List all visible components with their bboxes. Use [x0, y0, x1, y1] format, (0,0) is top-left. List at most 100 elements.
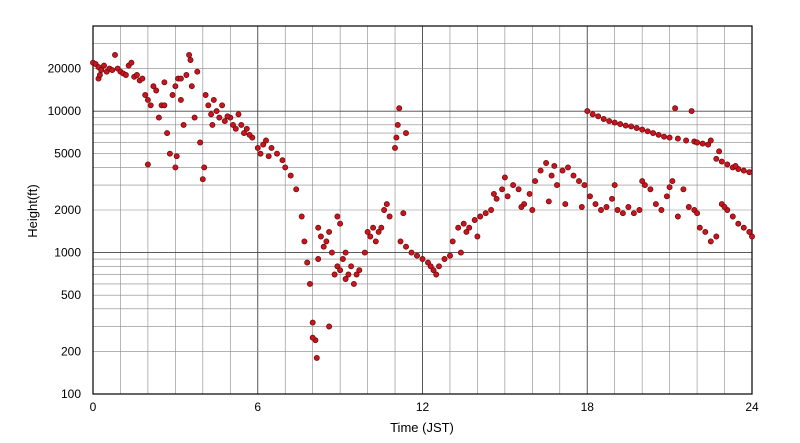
- data-point: [619, 210, 626, 217]
- data-point: [600, 116, 607, 122]
- data-point: [345, 271, 352, 278]
- data-point: [609, 195, 615, 202]
- data-point: [194, 68, 201, 75]
- data-point: [142, 92, 149, 98]
- data-point: [696, 224, 703, 231]
- x-axis-ticks: 0 6 12 18 24: [90, 400, 759, 414]
- data-point: [177, 96, 184, 103]
- data-point: [471, 217, 478, 223]
- plot-frame: [92, 25, 753, 395]
- data-point: [188, 83, 195, 90]
- data-point: [746, 169, 753, 176]
- data-point: [342, 276, 349, 282]
- data-point: [699, 140, 706, 147]
- data-point: [529, 207, 536, 213]
- y-tick-label: 500: [61, 288, 81, 302]
- data-point: [441, 256, 448, 262]
- data-point: [209, 121, 216, 128]
- data-point: [562, 201, 569, 208]
- data-point: [337, 220, 344, 227]
- data-point: [279, 157, 286, 164]
- data-point: [172, 164, 179, 171]
- data-point: [224, 113, 231, 120]
- data-point: [740, 224, 747, 231]
- data-point: [164, 130, 171, 137]
- data-point: [589, 111, 596, 118]
- data-point: [683, 137, 690, 144]
- data-point: [603, 204, 610, 210]
- data-point: [474, 233, 481, 240]
- data-point: [348, 263, 355, 270]
- data-point: [584, 108, 591, 115]
- data-point: [669, 178, 676, 185]
- x-tick-label: 0: [90, 400, 97, 414]
- data-point: [257, 150, 264, 157]
- data-point: [263, 137, 269, 144]
- data-point: [447, 252, 453, 259]
- data-point: [641, 182, 648, 189]
- data-point: [350, 280, 357, 287]
- data-point: [313, 354, 320, 361]
- data-point: [166, 150, 173, 157]
- data-point: [707, 238, 714, 245]
- data-point: [655, 131, 662, 138]
- data-point: [735, 220, 742, 227]
- data-point: [705, 141, 712, 148]
- data-point: [101, 62, 107, 69]
- data-point: [501, 174, 508, 181]
- data-point: [328, 249, 335, 256]
- data-point: [636, 207, 643, 213]
- data-point: [370, 224, 377, 231]
- data-point: [323, 238, 330, 245]
- data-point: [320, 243, 327, 250]
- data-point: [630, 210, 637, 217]
- data-point: [595, 113, 602, 120]
- data-point: [122, 72, 129, 78]
- data-point: [210, 96, 217, 103]
- data-point: [133, 72, 140, 78]
- data-point: [221, 118, 228, 125]
- data-point: [515, 186, 522, 193]
- data-point: [356, 267, 363, 274]
- data-point: [172, 83, 179, 90]
- data-point: [570, 172, 577, 179]
- data-point: [694, 210, 701, 217]
- y-tick-label: 1000: [54, 246, 81, 260]
- data-point: [587, 193, 593, 200]
- x-axis-title: Time (JST): [390, 420, 454, 435]
- data-point: [287, 172, 294, 179]
- data-point: [375, 228, 382, 235]
- data-point: [578, 204, 585, 210]
- data-point: [243, 125, 250, 132]
- data-point: [144, 96, 151, 103]
- data-point: [463, 228, 470, 235]
- data-point: [666, 184, 673, 191]
- data-point: [716, 148, 723, 155]
- data-point: [393, 134, 400, 141]
- data-point: [235, 111, 242, 118]
- data-point: [260, 141, 267, 148]
- data-point: [614, 207, 621, 213]
- data-point: [177, 75, 184, 82]
- data-point: [658, 207, 665, 213]
- data-point: [342, 249, 349, 256]
- data-point: [187, 57, 194, 63]
- data-point: [202, 92, 209, 98]
- data-point: [419, 256, 426, 262]
- y-tick-label: 100: [61, 387, 81, 401]
- data-point: [526, 190, 533, 197]
- data-point: [647, 186, 654, 193]
- data-point: [729, 213, 736, 220]
- data-point: [617, 121, 624, 128]
- data-point: [183, 72, 190, 78]
- data-point: [367, 233, 374, 240]
- data-point: [378, 224, 385, 231]
- data-point: [652, 201, 659, 208]
- data-point: [265, 153, 272, 160]
- data-point: [510, 182, 517, 189]
- data-point: [309, 319, 316, 326]
- data-point: [364, 228, 371, 235]
- y-tick-label: 2000: [54, 203, 81, 217]
- data-point: [639, 178, 646, 185]
